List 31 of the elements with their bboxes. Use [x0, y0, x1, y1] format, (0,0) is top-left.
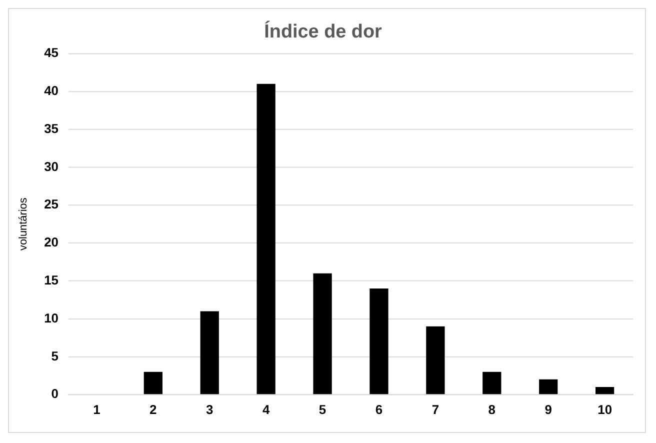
- y-tick-label: 15: [44, 272, 59, 288]
- y-tick-label: 20: [44, 234, 59, 250]
- x-tick-label: 7: [432, 402, 440, 417]
- x-tick-label: 4: [262, 402, 270, 417]
- x-tick-label: 3: [206, 402, 214, 417]
- x-tick-label: 10: [598, 402, 612, 417]
- y-tick-label: 45: [44, 45, 59, 60]
- y-tick-label: 40: [44, 83, 59, 98]
- x-tick-label: 9: [544, 402, 552, 417]
- chart-title: Índice de dor: [264, 20, 383, 42]
- bar: [426, 326, 445, 394]
- y-tick-label: 0: [51, 386, 59, 402]
- y-tick-label: 10: [44, 310, 59, 326]
- bar: [370, 288, 388, 394]
- bar: [595, 387, 614, 394]
- bar: [482, 372, 502, 394]
- bar: [200, 311, 219, 394]
- y-tick-label: 5: [51, 348, 59, 364]
- x-tick-label: 1: [93, 402, 100, 417]
- bar: [256, 84, 276, 394]
- y-tick-label: 30: [44, 158, 59, 174]
- y-axis-title: voluntários: [18, 197, 30, 251]
- bar: [313, 273, 332, 394]
- x-tick-label: 5: [318, 402, 326, 417]
- x-tick-label: 8: [488, 402, 496, 417]
- x-tick-label: 6: [375, 402, 383, 417]
- bar: [539, 379, 558, 394]
- y-tick-label: 35: [44, 120, 59, 136]
- bar: [144, 372, 162, 394]
- y-tick-label: 25: [44, 196, 59, 212]
- x-tick-label: 2: [150, 402, 157, 417]
